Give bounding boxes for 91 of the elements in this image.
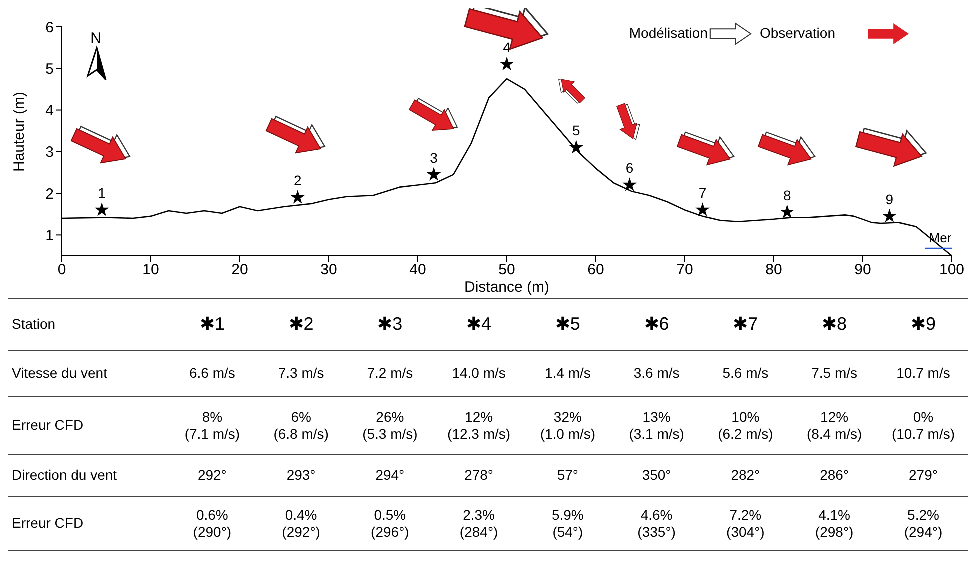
annotation: 7 (698, 185, 707, 202)
point (290, 190, 306, 204)
text: 5.9% (54°) (550, 507, 585, 540)
text: 7.2 m/s (366, 365, 414, 382)
series-label: Mer (929, 230, 952, 246)
text: 14.0 m/s (451, 365, 507, 382)
text: Erreur CFD (12, 515, 85, 532)
text: 4.1% (298°) (814, 507, 855, 540)
text: 12% (8.4 m/s) (806, 409, 864, 442)
annotation: 9 (886, 191, 894, 208)
text: 5.2% (294°) (903, 507, 944, 540)
text: 293° (286, 467, 317, 484)
text: 12% (12.3 m/s) (446, 409, 512, 442)
text: 282° (730, 467, 762, 484)
annotation: 3 (430, 150, 438, 166)
annotation: 5 (572, 122, 581, 139)
text: 5.6 m/s (722, 365, 770, 382)
text: Vitesse du vent (12, 365, 108, 382)
annotation: 1 (98, 185, 106, 202)
text: Direction du vent (12, 467, 118, 484)
x-tick-label: 90 (854, 262, 872, 279)
text: 6% (6.8 m/s) (272, 409, 330, 442)
x-axis-title: Distance (m) (464, 279, 550, 296)
y-tick-label: 6 (46, 19, 54, 36)
text: 7.2% (304°) (726, 507, 766, 540)
text: 278° (464, 467, 495, 484)
text: 279° (908, 467, 939, 484)
annotation: Modélisation (629, 25, 708, 41)
point (780, 204, 795, 218)
x-tick-label: 40 (410, 262, 426, 279)
text: 32% (1.0 m/s) (539, 409, 597, 442)
text: 350° (641, 467, 672, 484)
text: 294° (374, 467, 406, 484)
point (622, 178, 637, 192)
point (569, 140, 584, 154)
point (882, 208, 897, 223)
text: ✱7 (732, 314, 760, 335)
text: 6.6 m/s (188, 365, 236, 382)
annotation: N (90, 30, 102, 47)
annotation: 4 (503, 39, 512, 56)
text: 4.6% (335°) (636, 507, 677, 540)
point (500, 56, 514, 71)
text: 7.5 m/s (810, 365, 859, 382)
text: 10.7 m/s (896, 365, 952, 382)
y-axis-title: Hauteur (m) (11, 92, 28, 172)
text: ✱8 (821, 314, 848, 335)
text: ✱9 (910, 314, 937, 335)
text: 286° (819, 467, 850, 484)
x-tick-label: 100 (939, 262, 965, 279)
point (94, 202, 110, 216)
text: 26% (5.3 m/s) (362, 409, 419, 442)
text: 0.6% (290°) (192, 507, 233, 540)
x-tick-label: 80 (766, 262, 782, 279)
text: 8% (7.1 m/s) (184, 409, 242, 442)
text: ✱4 (466, 314, 493, 335)
x-tick-label: 50 (498, 262, 516, 279)
y-tick-label: 2 (46, 186, 54, 203)
text: 1.4 m/s (544, 365, 592, 382)
text: 2.3% (284°) (458, 507, 500, 540)
text: 292° (196, 467, 228, 484)
text: ✱5 (554, 314, 582, 335)
text: ✱3 (376, 314, 404, 335)
text: 13% (3.1 m/s) (628, 409, 686, 442)
text: 0.4% (292°) (281, 507, 322, 540)
text: ✱1 (198, 314, 226, 335)
annotation: Observation (760, 25, 836, 41)
text: ✱2 (288, 314, 315, 335)
text: Erreur CFD (12, 417, 85, 434)
y-tick-label: 5 (46, 60, 54, 78)
y-tick-label: 4 (46, 102, 54, 120)
text: 0% (10.7 m/s) (890, 409, 956, 442)
x-tick-label: 10 (142, 262, 160, 279)
x-tick-label: 30 (320, 262, 338, 279)
text: 57° (556, 467, 580, 484)
annotation: 8 (783, 187, 792, 204)
text: 3.6 m/s (632, 365, 681, 382)
text: 10% (6.2 m/s) (717, 409, 774, 442)
point (696, 202, 710, 216)
y-tick-label: 3 (46, 144, 54, 162)
y-tick-label: 1 (46, 228, 54, 245)
annotation: 6 (626, 160, 634, 176)
x-tick-label: 70 (676, 262, 694, 279)
text: 7.3 m/s (277, 365, 326, 382)
x-tick-label: 60 (588, 262, 604, 279)
annotation: 2 (294, 172, 302, 189)
x-tick-label: 0 (58, 262, 66, 279)
point (426, 167, 442, 181)
text: ✱6 (643, 314, 670, 335)
text: Station (12, 316, 57, 333)
text: 0.5% (296°) (370, 507, 410, 540)
x-tick-label: 20 (232, 262, 248, 279)
